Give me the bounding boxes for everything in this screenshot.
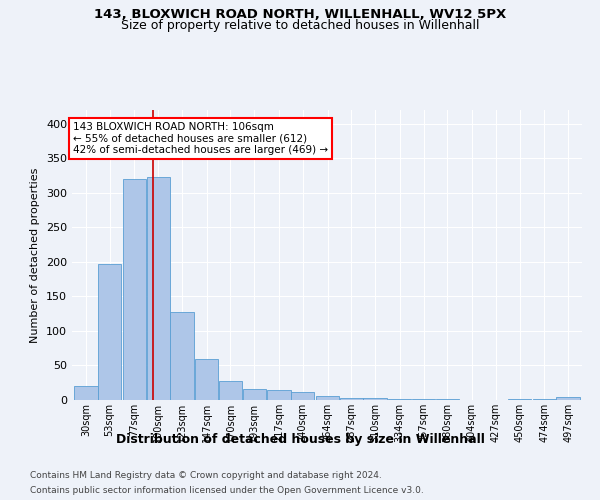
Text: 143, BLOXWICH ROAD NORTH, WILLENHALL, WV12 5PX: 143, BLOXWICH ROAD NORTH, WILLENHALL, WV… [94, 8, 506, 20]
Bar [291, 392, 314, 400]
Bar [195, 358, 218, 400]
Bar [316, 396, 339, 400]
Bar [412, 398, 435, 400]
Bar [268, 390, 290, 400]
Text: Contains HM Land Registry data © Crown copyright and database right 2024.: Contains HM Land Registry data © Crown c… [30, 471, 382, 480]
Bar [123, 179, 146, 400]
Bar [364, 398, 386, 400]
Bar [556, 397, 580, 400]
Bar [340, 398, 363, 400]
Bar [74, 386, 98, 400]
Bar [388, 398, 412, 400]
Text: Contains public sector information licensed under the Open Government Licence v3: Contains public sector information licen… [30, 486, 424, 495]
Text: Size of property relative to detached houses in Willenhall: Size of property relative to detached ho… [121, 18, 479, 32]
Bar [170, 312, 194, 400]
Text: 143 BLOXWICH ROAD NORTH: 106sqm
← 55% of detached houses are smaller (612)
42% o: 143 BLOXWICH ROAD NORTH: 106sqm ← 55% of… [73, 122, 328, 155]
Bar [98, 264, 121, 400]
Bar [242, 389, 266, 400]
Bar [146, 177, 170, 400]
Text: Distribution of detached houses by size in Willenhall: Distribution of detached houses by size … [116, 432, 484, 446]
Bar [219, 382, 242, 400]
Y-axis label: Number of detached properties: Number of detached properties [31, 168, 40, 342]
